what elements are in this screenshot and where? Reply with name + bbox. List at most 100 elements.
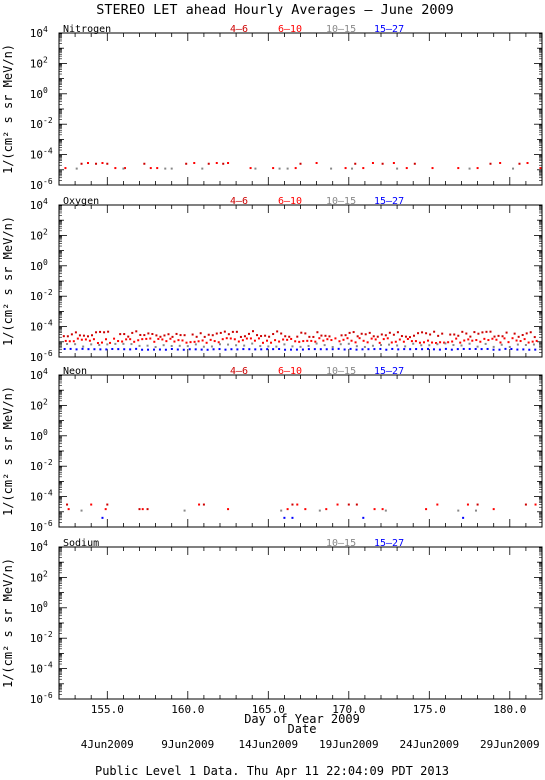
- data-point: [355, 345, 358, 348]
- data-point: [201, 167, 204, 170]
- data-point: [485, 330, 488, 333]
- data-point: [141, 338, 144, 341]
- data-point: [513, 332, 516, 335]
- data-point: [355, 503, 358, 506]
- data-point: [371, 162, 374, 165]
- data-point: [282, 338, 285, 341]
- legend-15-27: 15–27: [374, 196, 404, 207]
- data-point: [284, 348, 287, 351]
- data-point: [76, 337, 79, 340]
- data-point: [210, 345, 213, 348]
- data-point: [499, 341, 502, 344]
- data-point: [218, 348, 221, 351]
- y-tick-label: 10: [30, 321, 43, 334]
- y-tick-exponent: -6: [43, 691, 53, 700]
- data-point: [259, 345, 262, 348]
- data-point: [194, 348, 197, 351]
- data-point: [254, 348, 257, 351]
- data-point: [373, 508, 376, 511]
- data-point: [366, 341, 369, 344]
- legend-4-6: 4–6: [230, 24, 248, 35]
- data-point: [104, 508, 107, 511]
- data-point: [431, 167, 434, 170]
- y-tick-label: 10: [30, 693, 43, 706]
- data-point: [523, 338, 526, 341]
- data-point: [495, 338, 498, 341]
- data-point: [123, 333, 126, 336]
- data-point: [381, 162, 384, 165]
- y-tick-label: 10: [30, 88, 43, 101]
- data-point: [103, 331, 106, 334]
- data-point: [331, 345, 334, 348]
- data-point: [414, 340, 417, 343]
- data-point: [105, 348, 108, 351]
- data-point: [474, 509, 477, 512]
- y-tick-label: 10: [30, 27, 43, 40]
- data-point: [230, 348, 233, 351]
- data-point: [243, 344, 246, 347]
- legend-10-15: 10–15: [326, 538, 356, 549]
- data-point: [343, 348, 346, 351]
- data-point: [213, 340, 216, 343]
- data-point: [248, 348, 251, 351]
- data-point: [124, 167, 127, 170]
- data-point: [186, 345, 189, 348]
- data-point: [315, 342, 318, 345]
- data-point: [307, 348, 310, 351]
- data-point: [199, 332, 202, 335]
- y-tick-label: 10: [30, 260, 43, 273]
- data-point: [413, 162, 416, 165]
- data-point: [425, 332, 428, 335]
- data-point: [372, 335, 375, 338]
- data-point: [301, 348, 304, 351]
- data-point: [290, 337, 293, 340]
- data-point: [436, 503, 439, 506]
- data-point: [90, 343, 93, 346]
- data-point: [268, 335, 271, 338]
- data-point: [173, 340, 176, 343]
- y-tick-label: 10: [30, 149, 43, 162]
- data-point: [111, 347, 114, 350]
- data-point: [539, 167, 542, 170]
- data-point: [368, 331, 371, 334]
- data-point: [138, 508, 141, 511]
- data-point: [254, 167, 257, 170]
- data-point: [406, 337, 409, 340]
- data-point: [200, 348, 203, 351]
- data-point: [169, 337, 172, 340]
- data-point: [403, 348, 406, 351]
- data-point: [400, 335, 403, 338]
- data-point: [420, 344, 423, 347]
- data-point: [74, 343, 77, 346]
- data-point: [201, 339, 204, 342]
- data-point: [380, 344, 382, 347]
- data-point: [188, 348, 191, 351]
- data-point: [386, 337, 389, 340]
- data-point: [492, 345, 495, 348]
- data-point: [87, 348, 90, 351]
- y-tick-label: 10: [30, 179, 43, 192]
- data-point: [436, 343, 439, 346]
- y-tick-label: 10: [30, 290, 43, 303]
- y-tick-label: 10: [30, 571, 43, 584]
- data-point: [138, 344, 141, 347]
- data-point: [527, 341, 530, 344]
- data-point: [117, 348, 120, 351]
- data-point: [392, 162, 395, 165]
- data-point: [524, 344, 527, 347]
- data-point: [135, 330, 138, 333]
- data-point: [75, 167, 78, 170]
- data-point: [291, 503, 294, 506]
- data-point: [344, 167, 347, 170]
- data-point: [499, 162, 502, 165]
- data-point: [433, 330, 436, 333]
- data-point: [347, 342, 350, 345]
- data-point: [243, 335, 246, 338]
- data-point: [336, 503, 339, 506]
- y-tick-label: 10: [30, 351, 43, 364]
- legend-15-27: 15–27: [374, 366, 404, 377]
- data-point: [323, 344, 326, 347]
- data-point: [376, 335, 379, 338]
